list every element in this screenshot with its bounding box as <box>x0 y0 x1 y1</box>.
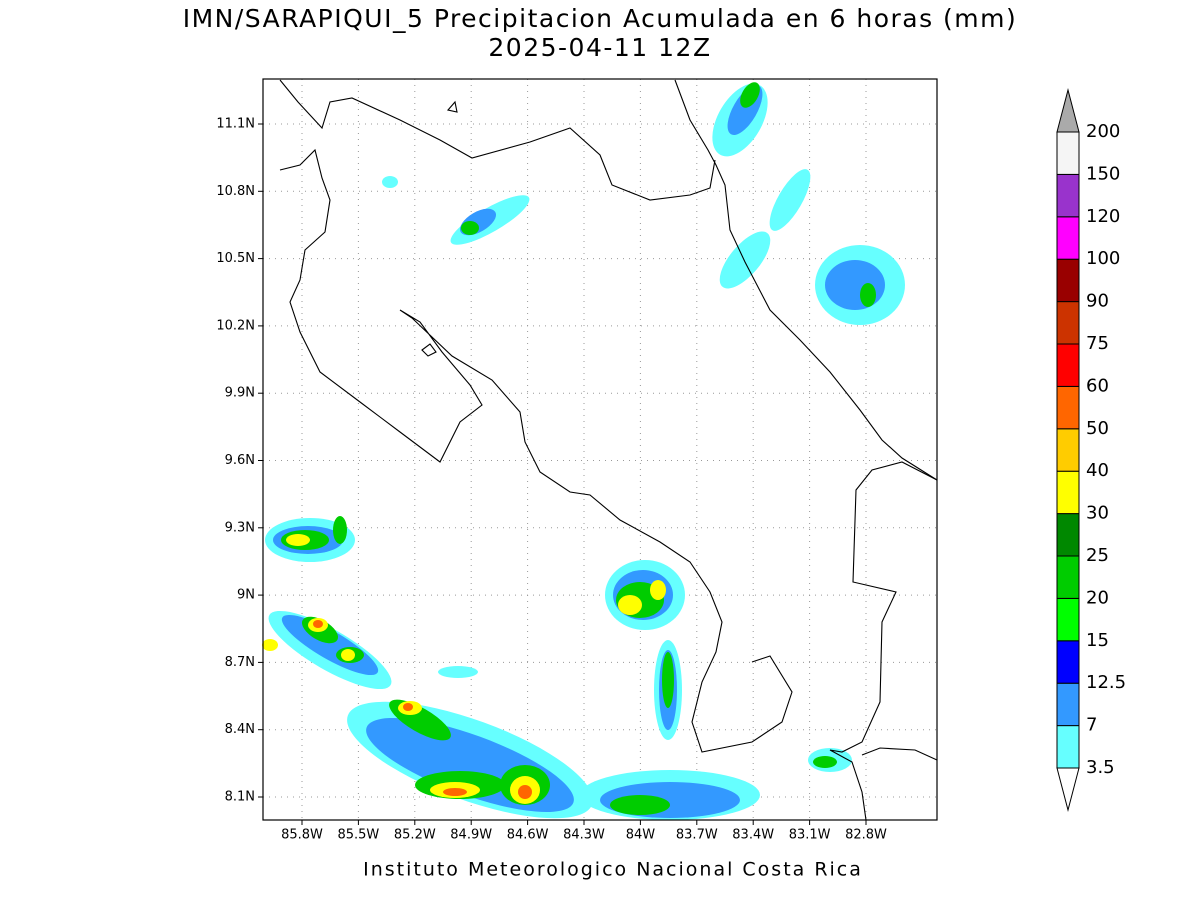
subtitle: 2025-04-11 12Z <box>488 33 711 62</box>
lon-label: 84W <box>626 828 656 843</box>
precipitation <box>262 82 905 820</box>
lat-label: 9.3N <box>225 520 255 535</box>
lon-label: 84.6W <box>507 828 549 843</box>
colorbar-segment <box>1056 258 1080 303</box>
colorbar-label: 120 <box>1086 206 1120 227</box>
colorbar-label: 20 <box>1086 587 1109 608</box>
title: IMN/SARAPIQUI_5 Precipitacion Acumulada … <box>183 4 1018 33</box>
lat-label: 9N <box>237 588 255 603</box>
colorbar-label: 50 <box>1086 418 1109 439</box>
lon-label: 85.5W <box>337 828 379 843</box>
lat-label: 10.2N <box>216 318 255 333</box>
colorbar-label: 3.5 <box>1086 757 1115 778</box>
colorbar-label: 60 <box>1086 375 1109 396</box>
lon-label: 83.7W <box>676 828 718 843</box>
map-background <box>263 79 937 820</box>
colorbar: 3.5 7 12.5 15 20 25 30 40 50 60 75 90 100 120 150 200 <box>1056 88 1126 812</box>
lon-label: 85.2W <box>394 828 436 843</box>
colorbar-segment <box>1056 725 1080 769</box>
colorbar-segment <box>1056 597 1080 642</box>
lat-label: 10.8N <box>216 184 255 199</box>
colorbar-label: 100 <box>1086 248 1120 269</box>
colorbar-segment <box>1056 216 1080 260</box>
map-frame <box>262 78 938 821</box>
colorbar-label: 12.5 <box>1086 672 1126 693</box>
colorbar-label: 40 <box>1086 460 1109 481</box>
colorbar-segment <box>1056 470 1080 515</box>
lat-label: 10.5N <box>216 251 255 266</box>
colorbar-segment <box>1056 682 1080 727</box>
colorbar-label: 150 <box>1086 163 1120 184</box>
colorbar-segment <box>1056 640 1080 684</box>
footer: Instituto Meteorologico Nacional Costa R… <box>363 859 863 881</box>
colorbar-segment <box>1056 555 1080 599</box>
colorbar-label: 7 <box>1086 715 1097 736</box>
colorbar-segment <box>1056 131 1080 175</box>
lat-label: 8.4N <box>225 722 255 737</box>
colorbar-label: 15 <box>1086 630 1109 651</box>
lat-label: 8.1N <box>225 790 255 805</box>
lon-label: 83.1W <box>789 828 831 843</box>
colorbar-label: 25 <box>1086 545 1109 566</box>
lon-label: 84.9W <box>450 828 492 843</box>
colorbar-segment <box>1056 343 1080 387</box>
lon-label: 83.4W <box>732 828 774 843</box>
colorbar-label: 200 <box>1086 121 1120 142</box>
colorbar-label: 30 <box>1086 503 1109 524</box>
colorbar-segment <box>1056 301 1080 345</box>
coastlines <box>279 79 938 821</box>
colorbar-segment <box>1056 385 1080 430</box>
colorbar-over <box>1056 88 1080 133</box>
colorbar-segment <box>1056 513 1080 557</box>
lat-label: 9.9N <box>225 386 255 401</box>
lon-label: 84.3W <box>563 828 605 843</box>
lat-label: 9.6N <box>225 453 255 468</box>
colorbar-label: 90 <box>1086 291 1109 312</box>
map-area <box>258 78 938 825</box>
colorbar-segment <box>1056 428 1080 472</box>
colorbar-under <box>1056 767 1080 812</box>
colorbar-segment <box>1056 173 1080 218</box>
lat-label: 11.1N <box>216 117 255 132</box>
lon-label: 82.8W <box>845 828 887 843</box>
lat-label: 8.7N <box>225 655 255 670</box>
lon-label: 85.8W <box>281 828 323 843</box>
colorbar-label: 75 <box>1086 333 1109 354</box>
